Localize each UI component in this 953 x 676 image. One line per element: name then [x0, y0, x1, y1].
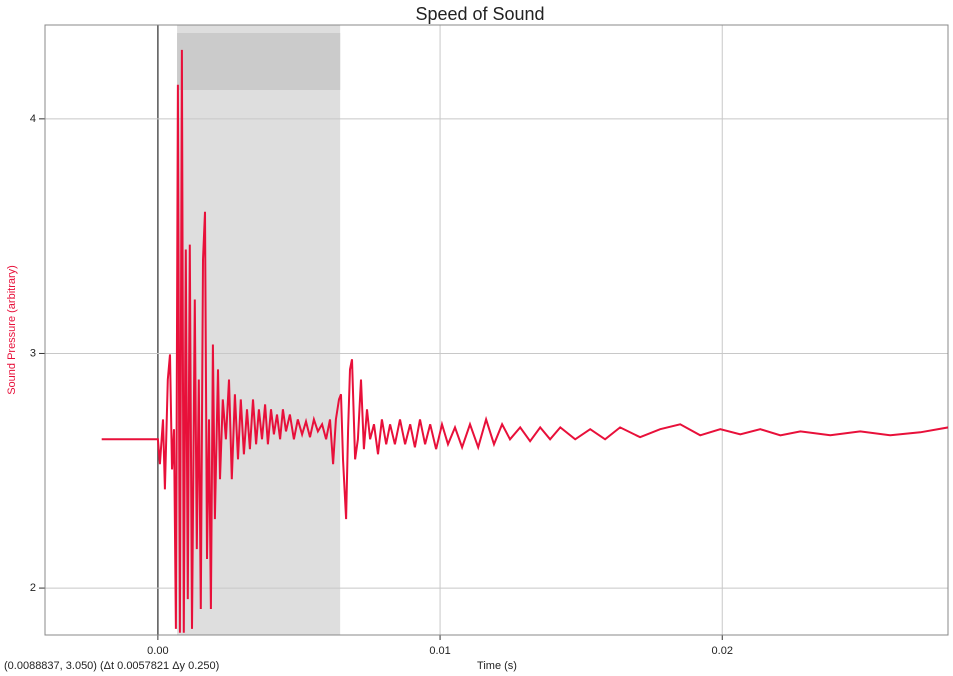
status-readout: (0.0088837, 3.050) (Δt 0.0057821 Δy 0.25…	[4, 660, 219, 672]
chart-title: Speed of Sound	[415, 4, 544, 24]
selection-header	[177, 33, 341, 90]
x-tick-label: 0.02	[712, 645, 733, 657]
plot-frame	[44, 24, 949, 636]
y-tick-label: 3	[30, 347, 36, 359]
x-tick-label: 0.00	[147, 645, 168, 657]
data-line	[101, 49, 948, 633]
y-tick-label: 4	[30, 113, 36, 125]
x-tick-label: 0.01	[429, 645, 450, 657]
x-axis-label: Time (s)	[477, 660, 517, 672]
selection-region	[177, 25, 341, 635]
y-axis-label: Sound Pressure (arbitrary)	[6, 265, 18, 395]
plot-background	[177, 25, 341, 635]
y-tick-label: 2	[30, 582, 36, 594]
